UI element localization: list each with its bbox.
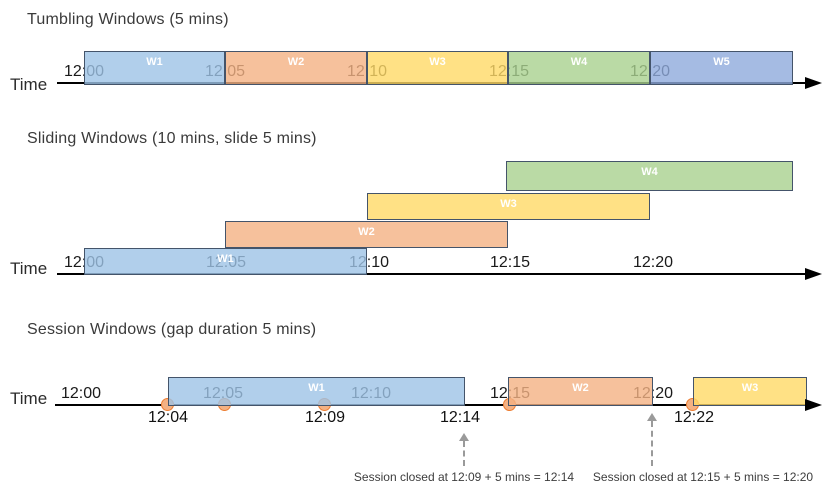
window-box-w2	[508, 377, 653, 406]
window-box-w3	[693, 377, 807, 406]
time-axis-label-session: Time	[10, 389, 48, 408]
window-label: W2	[358, 226, 375, 238]
time-axis-arrowhead-icon	[805, 77, 822, 89]
event-time-label: 12:04	[147, 409, 189, 426]
window-label: W3	[500, 198, 517, 210]
window-label: W1	[308, 382, 325, 394]
callout-arrow-line	[463, 441, 465, 466]
section-title-session: Session Windows (gap duration 5 mins)	[27, 321, 317, 338]
section-title-tumbling: Tumbling Windows (5 mins)	[27, 11, 229, 28]
callout-arrow-up-icon	[647, 413, 657, 421]
callout-arrow-up-icon	[459, 433, 469, 441]
callout-arrow-line	[651, 421, 653, 466]
window-label: W3	[429, 56, 446, 68]
window-label: W1	[217, 253, 234, 265]
session-annotation: Session closed at 12:15 + 5 mins = 12:20	[592, 470, 814, 484]
window-box-w2	[225, 221, 508, 248]
window-label: W2	[572, 382, 589, 394]
window-box-w3	[367, 51, 508, 85]
time-axis-label-sliding: Time	[10, 259, 48, 278]
tick-label: 12:20	[632, 254, 674, 271]
time-axis-arrowhead-icon	[805, 399, 822, 411]
event-time-label: 12:22	[673, 409, 715, 426]
event-time-label: 12:09	[304, 409, 346, 426]
window-box-w3	[367, 193, 650, 220]
window-box-w4	[508, 51, 650, 85]
event-time-label: 12:14	[439, 409, 481, 426]
tick-label: 12:00	[60, 385, 102, 402]
tick-label: 12:15	[489, 254, 531, 271]
time-axis-line-sliding	[57, 273, 806, 275]
window-label: W2	[287, 56, 305, 68]
session-annotation: Session closed at 12:09 + 5 mins = 12:14	[353, 470, 575, 484]
window-label: W4	[570, 56, 588, 68]
window-box-w1	[84, 248, 367, 275]
window-label: W5	[713, 56, 730, 68]
time-axis-arrowhead-icon	[805, 268, 822, 280]
window-label: W1	[146, 56, 163, 68]
window-box-w4	[506, 161, 793, 191]
window-box-w1	[84, 51, 225, 85]
window-box-w1	[168, 377, 465, 406]
window-box-w2	[225, 51, 367, 85]
time-axis-label-tumbling: Time	[10, 75, 48, 94]
window-box-w5	[650, 51, 793, 85]
window-label: W3	[741, 382, 759, 394]
section-title-sliding: Sliding Windows (10 mins, slide 5 mins)	[27, 130, 317, 147]
window-label: W4	[641, 166, 658, 178]
